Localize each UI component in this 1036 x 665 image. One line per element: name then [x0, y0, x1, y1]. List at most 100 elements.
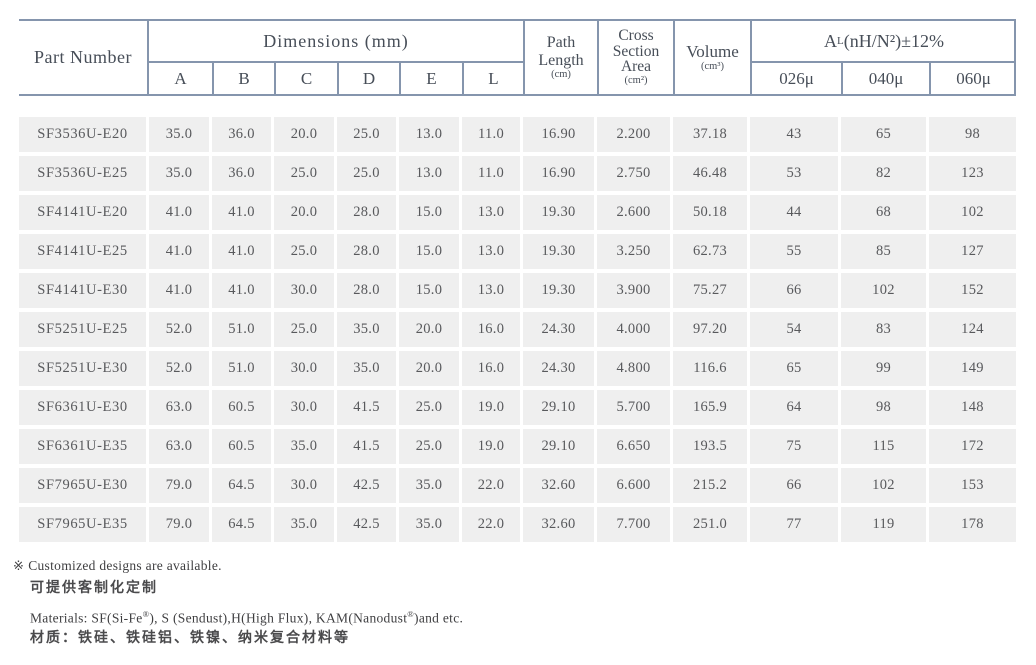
- materials-text-part2: ), S (Sendust),H(High Flux), KAM(Nanodus…: [149, 610, 408, 626]
- value-cell: 98: [841, 390, 929, 425]
- value-cell: 13.0: [462, 234, 523, 269]
- value-cell: 41.0: [149, 273, 212, 308]
- value-cell: 35.0: [337, 351, 399, 386]
- cross-section-unit: (cm²): [624, 74, 648, 86]
- value-cell: 25.0: [274, 312, 337, 347]
- value-cell: 178: [929, 507, 1016, 542]
- value-cell: 30.0: [274, 468, 337, 503]
- table-row: SF4141U-E25 41.0 41.0 25.0 28.0 15.0 13.0 19.30…: [19, 234, 1016, 269]
- value-cell: 41.5: [337, 429, 399, 464]
- value-cell: 115: [841, 429, 929, 464]
- registered-mark-icon: ®: [142, 609, 150, 619]
- registered-mark-icon: ®: [407, 609, 415, 619]
- value-cell: 63.0: [149, 429, 212, 464]
- value-cell: 52.0: [149, 351, 212, 386]
- value-cell: 46.48: [673, 156, 750, 191]
- value-cell: 75.27: [673, 273, 750, 308]
- note-customized-zh: 可提供客制化定制: [30, 579, 158, 595]
- value-cell: 123: [929, 156, 1016, 191]
- value-cell: 19.30: [523, 234, 597, 269]
- value-cell: 63.0: [149, 390, 212, 425]
- value-cell: 102: [841, 468, 929, 503]
- value-cell: 148: [929, 390, 1016, 425]
- value-cell: 20.0: [274, 195, 337, 230]
- value-cell: 35.0: [274, 429, 337, 464]
- value-cell: 52.0: [149, 312, 212, 347]
- value-cell: 28.0: [337, 234, 399, 269]
- value-cell: 25.0: [337, 156, 399, 191]
- value-cell: 20.0: [399, 312, 462, 347]
- value-cell: 5.700: [597, 390, 673, 425]
- value-cell: 41.0: [149, 195, 212, 230]
- materials-text-part1: Materials: SF(Si-Fe: [30, 610, 143, 626]
- value-cell: 36.0: [212, 117, 274, 152]
- col-header-al-value: A L (nH/N²)±12%: [750, 21, 1016, 63]
- note-materials-zh: 材质：铁硅、铁硅铝、铁镍、纳米复合材料等: [30, 628, 350, 645]
- value-cell: 13.0: [399, 117, 462, 152]
- path-length-unit: (cm): [551, 68, 571, 80]
- note-customized-en: ※ Customized designs are available.: [13, 558, 1036, 574]
- value-cell: 19.0: [462, 390, 523, 425]
- value-cell: 16.0: [462, 312, 523, 347]
- part-number-cell: SF5251U-E25: [19, 312, 149, 347]
- value-cell: 15.0: [399, 273, 462, 308]
- part-number-cell: SF5251U-E30: [19, 351, 149, 386]
- al-symbol: A: [824, 30, 837, 51]
- value-cell: 127: [929, 234, 1016, 269]
- value-cell: 50.18: [673, 195, 750, 230]
- value-cell: 15.0: [399, 234, 462, 269]
- col-header-part-number: Part Number: [19, 21, 149, 94]
- value-cell: 62.73: [673, 234, 750, 269]
- value-cell: 6.650: [597, 429, 673, 464]
- value-cell: 35.0: [274, 507, 337, 542]
- value-cell: 124: [929, 312, 1016, 347]
- value-cell: 2.750: [597, 156, 673, 191]
- value-cell: 119: [841, 507, 929, 542]
- value-cell: 79.0: [149, 507, 212, 542]
- value-cell: 24.30: [523, 351, 597, 386]
- value-cell: 16.90: [523, 117, 597, 152]
- table-row: SF3536U-E25 35.0 36.0 25.0 25.0 13.0 11.0 16.90…: [19, 156, 1016, 191]
- value-cell: 6.600: [597, 468, 673, 503]
- value-cell: 35.0: [399, 468, 462, 503]
- table-row: SF6361U-E35 63.0 60.5 35.0 41.5 25.0 19.0 29.10…: [19, 429, 1016, 464]
- value-cell: 79.0: [149, 468, 212, 503]
- part-number-cell: SF3536U-E20: [19, 117, 149, 152]
- value-cell: 64.5: [212, 507, 274, 542]
- value-cell: 35.0: [399, 507, 462, 542]
- value-cell: 41.0: [212, 234, 274, 269]
- value-cell: 83: [841, 312, 929, 347]
- table-row: SF7965U-E30 79.0 64.5 30.0 42.5 35.0 22.0 32.60…: [19, 468, 1016, 503]
- col-header-dim-b: B: [212, 63, 274, 94]
- value-cell: 3.250: [597, 234, 673, 269]
- part-number-cell: SF7965U-E30: [19, 468, 149, 503]
- part-number-cell: SF4141U-E25: [19, 234, 149, 269]
- value-cell: 13.0: [462, 273, 523, 308]
- col-header-dim-c: C: [274, 63, 337, 94]
- value-cell: 35.0: [149, 117, 212, 152]
- col-header-cross-section: Cross Section Area (cm²): [597, 21, 673, 94]
- col-header-dimensions: Dimensions (mm): [149, 21, 523, 63]
- col-header-volume: Volume (cm³): [673, 21, 750, 94]
- value-cell: 102: [841, 273, 929, 308]
- table-row: SF3536U-E20 35.0 36.0 20.0 25.0 13.0 11.0 16.90…: [19, 117, 1016, 152]
- cross-section-line2: Section: [612, 42, 660, 60]
- value-cell: 4.800: [597, 351, 673, 386]
- value-cell: 99: [841, 351, 929, 386]
- table-row: SF4141U-E30 41.0 41.0 30.0 28.0 15.0 13.0 19.30…: [19, 273, 1016, 308]
- value-cell: 16.0: [462, 351, 523, 386]
- col-header-026u: 026μ: [750, 63, 841, 94]
- value-cell: 153: [929, 468, 1016, 503]
- value-cell: 32.60: [523, 507, 597, 542]
- volume-unit: (cm³): [701, 60, 724, 72]
- value-cell: 66: [750, 273, 841, 308]
- value-cell: 68: [841, 195, 929, 230]
- value-cell: 53: [750, 156, 841, 191]
- value-cell: 193.5: [673, 429, 750, 464]
- path-length-line2: Length: [538, 51, 584, 69]
- spec-table: Part Number Dimensions (mm) A B C D E L …: [19, 19, 1016, 542]
- value-cell: 60.5: [212, 390, 274, 425]
- value-cell: 251.0: [673, 507, 750, 542]
- value-cell: 13.0: [462, 195, 523, 230]
- table-row: SF5251U-E30 52.0 51.0 30.0 35.0 20.0 16.0 24.30…: [19, 351, 1016, 386]
